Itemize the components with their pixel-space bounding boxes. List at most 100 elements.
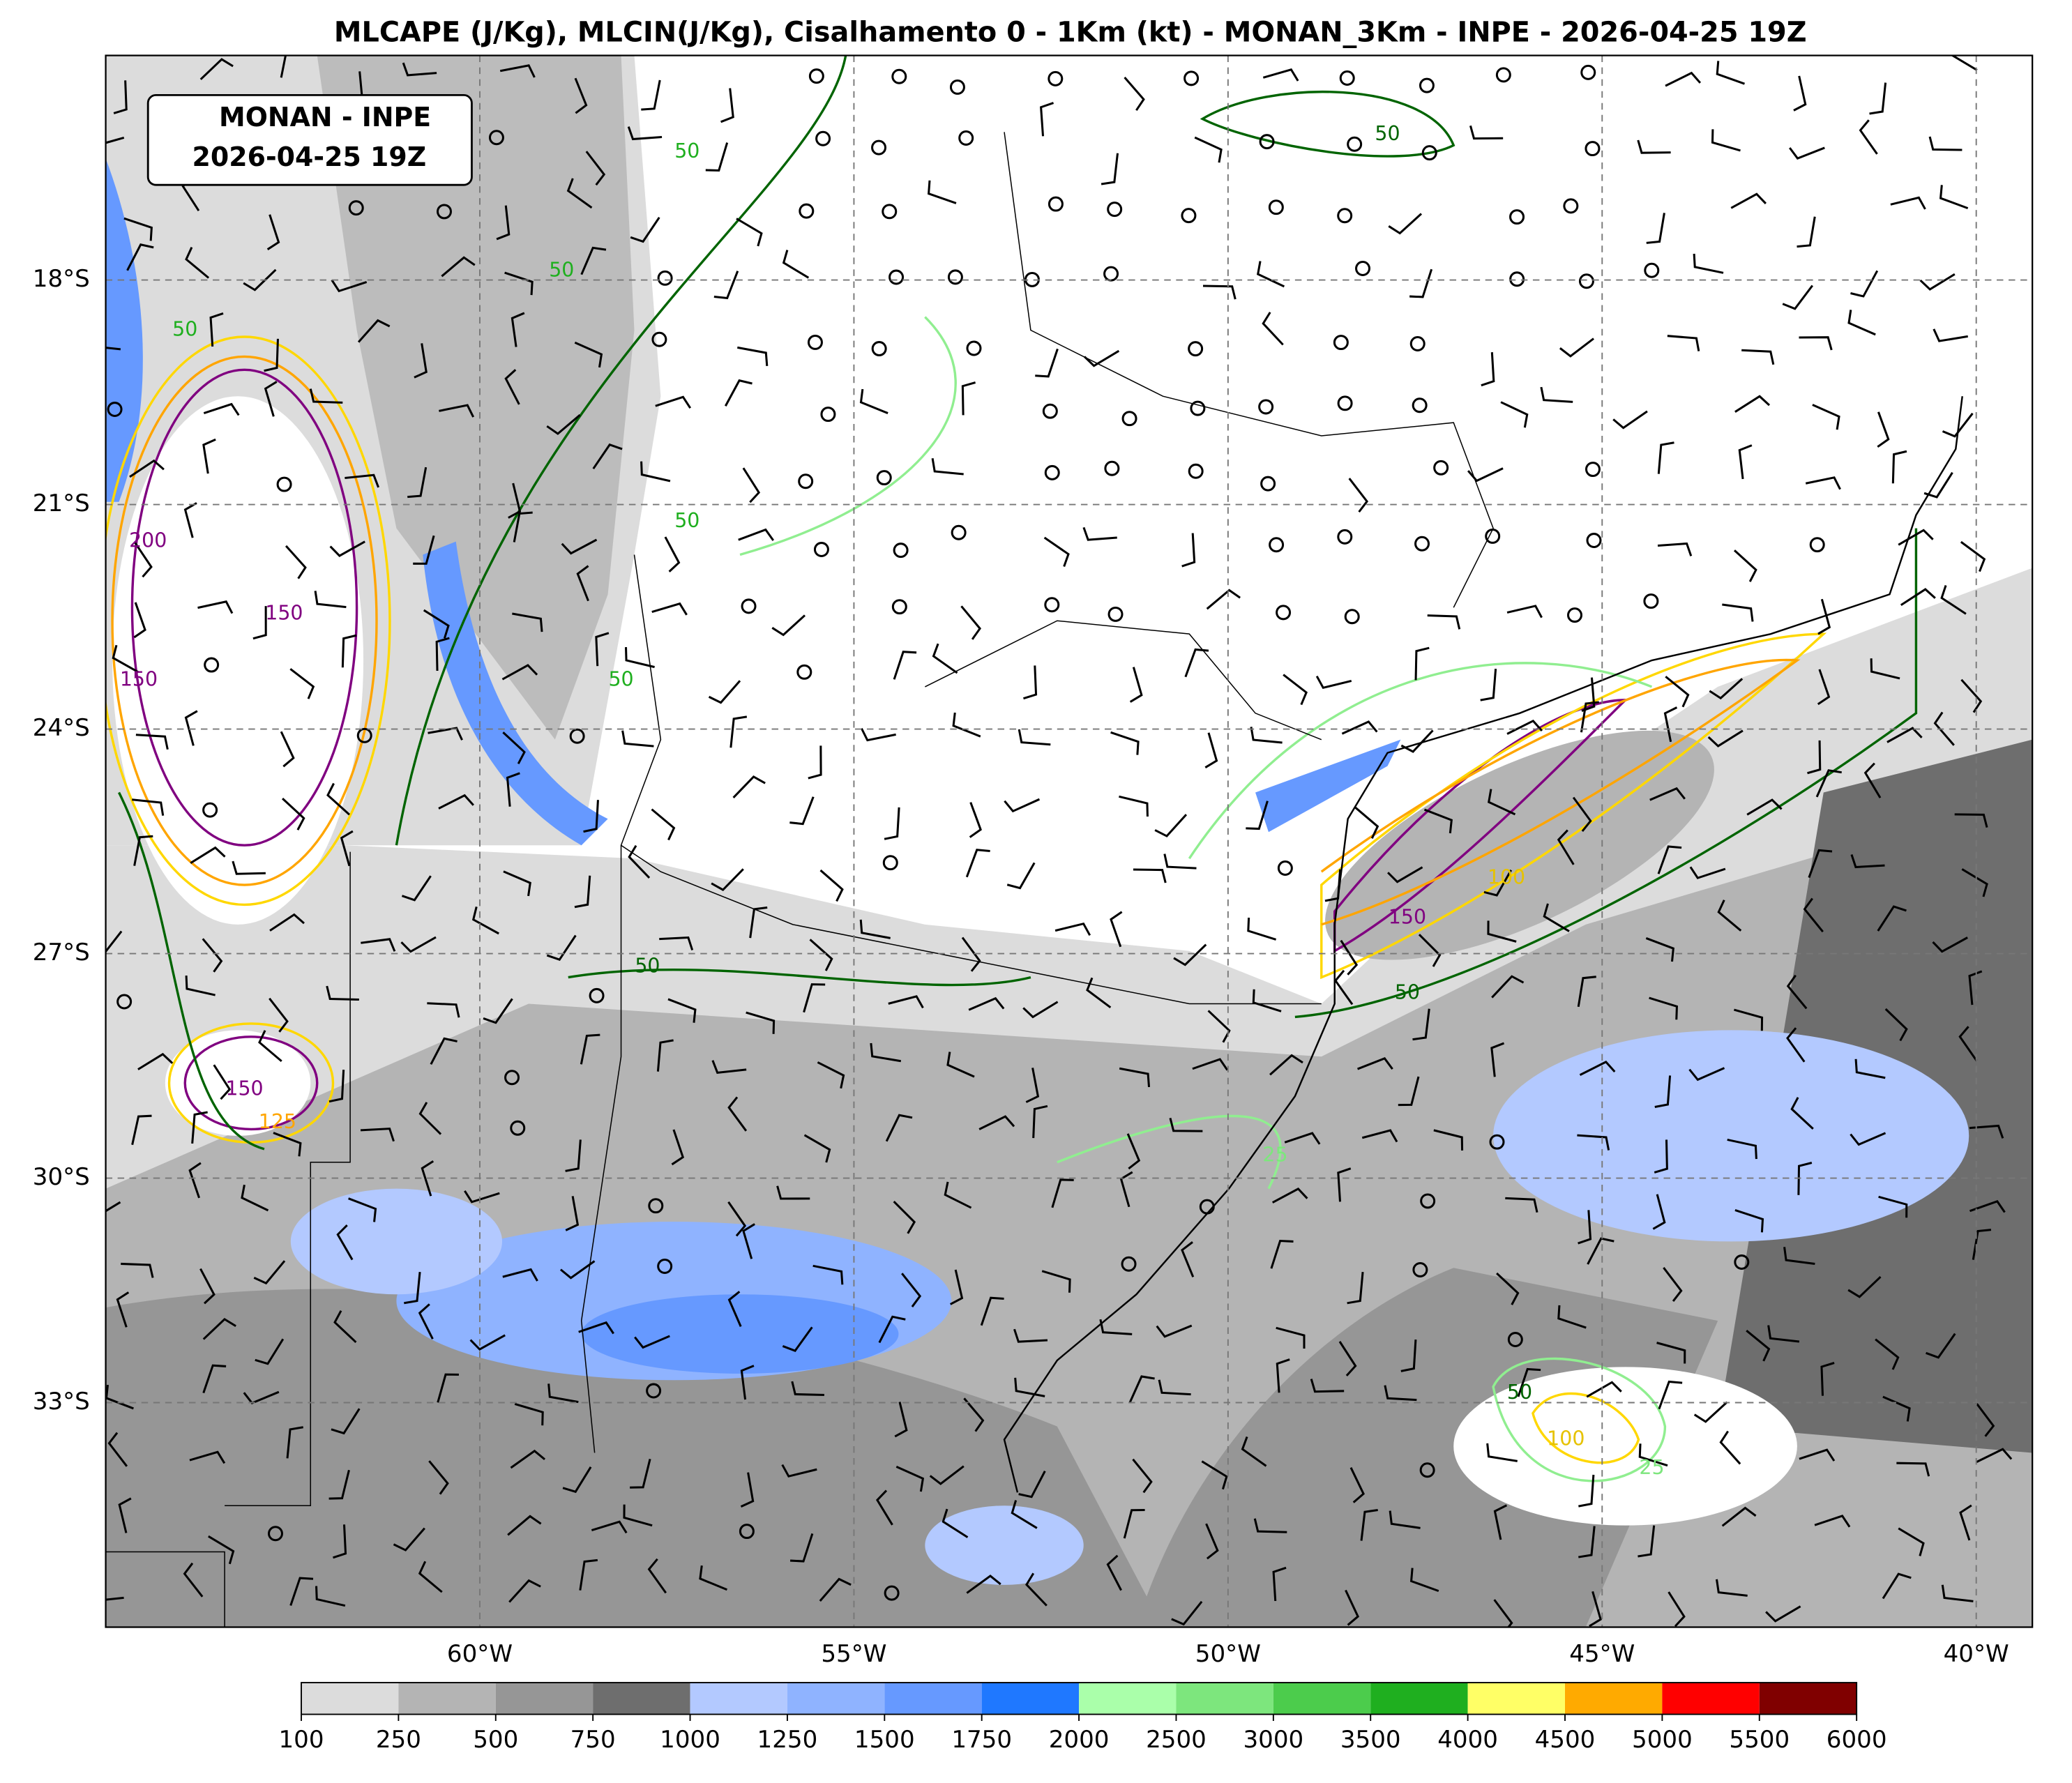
wind-calm <box>958 130 974 146</box>
wind-barb <box>1637 139 1671 154</box>
lon-label: 60°W <box>447 1640 513 1668</box>
wind-barb <box>1247 917 1277 941</box>
wind-barb <box>870 1042 902 1063</box>
wind-calm <box>589 987 605 1003</box>
wind-barb <box>1272 1566 1287 1602</box>
wind-barb <box>437 1373 459 1403</box>
wind-barb <box>1783 1247 1815 1266</box>
wind-barb <box>1577 1134 1610 1151</box>
lat-label: 33°S <box>33 1388 90 1416</box>
wind-barb <box>1181 1241 1195 1277</box>
wind-barb <box>738 528 775 541</box>
wind-barb <box>969 802 982 838</box>
wind-barb <box>932 643 958 674</box>
wind-barb <box>791 1381 824 1397</box>
wind-barb <box>1960 540 1986 572</box>
wind-barb <box>1004 798 1041 813</box>
wind-barb <box>184 710 198 746</box>
wind-calm <box>1190 400 1206 416</box>
wind-barb <box>123 217 153 241</box>
wind-barb <box>651 602 688 616</box>
wind-calm <box>657 1258 673 1274</box>
wind-barb <box>1877 411 1890 448</box>
wind-barb <box>562 1466 592 1494</box>
wind-barb <box>232 860 266 875</box>
wind-barb <box>1657 441 1674 474</box>
wind-calm <box>107 402 123 418</box>
wind-barb <box>1517 1367 1541 1397</box>
wind-barb <box>1412 1008 1430 1041</box>
wind-barb <box>561 538 598 555</box>
wind-barb <box>1733 549 1757 582</box>
lat-label: 21°S <box>33 490 90 517</box>
wind-barb <box>280 731 295 768</box>
wind-barb <box>894 1402 908 1438</box>
map-field: 50 50 50 200 150 150 50 50 50 150 100 50… <box>105 55 2033 1628</box>
wind-barb <box>1968 970 1983 1006</box>
wind-barb <box>1252 989 1282 1012</box>
wind-barb <box>1578 1526 1596 1558</box>
wind-barb <box>776 1185 810 1200</box>
wind-barb <box>512 612 543 632</box>
wind-barb <box>1106 1554 1122 1591</box>
wind-barb <box>1817 669 1831 706</box>
contour-label: 50 <box>608 667 633 690</box>
wind-barb <box>740 1472 755 1508</box>
wind-barb <box>1960 678 1983 713</box>
wind-barb <box>1578 1210 1592 1245</box>
wind-barb <box>188 1162 202 1199</box>
wind-barb <box>1173 943 1207 966</box>
wind-barb <box>1082 526 1117 541</box>
wind-barb <box>1271 1187 1308 1204</box>
wind-barb <box>191 1111 208 1144</box>
wind-calm <box>949 79 965 95</box>
wind-barb <box>202 1317 236 1340</box>
wind-barb <box>428 1460 449 1495</box>
wind-barb <box>208 1535 235 1565</box>
wind-barb <box>859 919 891 939</box>
contour-label: 50 <box>549 258 574 281</box>
colorbar-label: 250 <box>376 1726 421 1754</box>
colorbar-label: 2000 <box>1049 1726 1110 1754</box>
wind-calm <box>1509 271 1525 287</box>
wind-barb <box>1338 1341 1357 1376</box>
wind-barb <box>1126 1133 1141 1170</box>
wind-barb <box>1133 868 1167 883</box>
lon-label: 45°W <box>1569 1640 1635 1668</box>
wind-barb <box>1389 1510 1421 1529</box>
wind-barb <box>269 997 289 1033</box>
wind-barb <box>1721 1506 1757 1527</box>
wind-barb <box>1184 648 1209 678</box>
wind-barb <box>1132 1458 1153 1494</box>
colorbar-label: 1500 <box>854 1726 915 1754</box>
wind-barb <box>592 443 623 470</box>
wind-calm <box>1495 67 1511 83</box>
colorbar-segment <box>690 1683 787 1715</box>
wind-barb <box>781 1464 817 1478</box>
wind-barb <box>547 1383 579 1404</box>
wind-barb <box>1638 1443 1668 1467</box>
wind-barb <box>1797 216 1816 248</box>
lon-label: 55°W <box>821 1640 886 1668</box>
wind-barb <box>966 1575 1001 1594</box>
wind-barb <box>885 1114 913 1142</box>
contour-label: 150 <box>265 602 303 625</box>
wind-barb <box>782 1326 813 1352</box>
wind-barb <box>1765 1605 1801 1623</box>
wind-barb <box>464 1190 500 1204</box>
wind-barb <box>1587 1237 1615 1265</box>
wind-calm <box>891 599 907 615</box>
wind-barb <box>1101 153 1119 185</box>
wind-barb <box>1693 253 1724 274</box>
wind-barb <box>641 79 661 111</box>
wind-calm <box>1644 262 1660 278</box>
wind-calm <box>1259 134 1275 150</box>
wind-barb <box>627 126 663 141</box>
wind-calm <box>1485 528 1501 544</box>
wind-barb <box>1241 1436 1267 1467</box>
wind-barb <box>113 80 128 114</box>
wind-calm <box>1337 208 1353 224</box>
wind-barb <box>1262 312 1284 346</box>
wind-barb <box>1400 1339 1417 1372</box>
